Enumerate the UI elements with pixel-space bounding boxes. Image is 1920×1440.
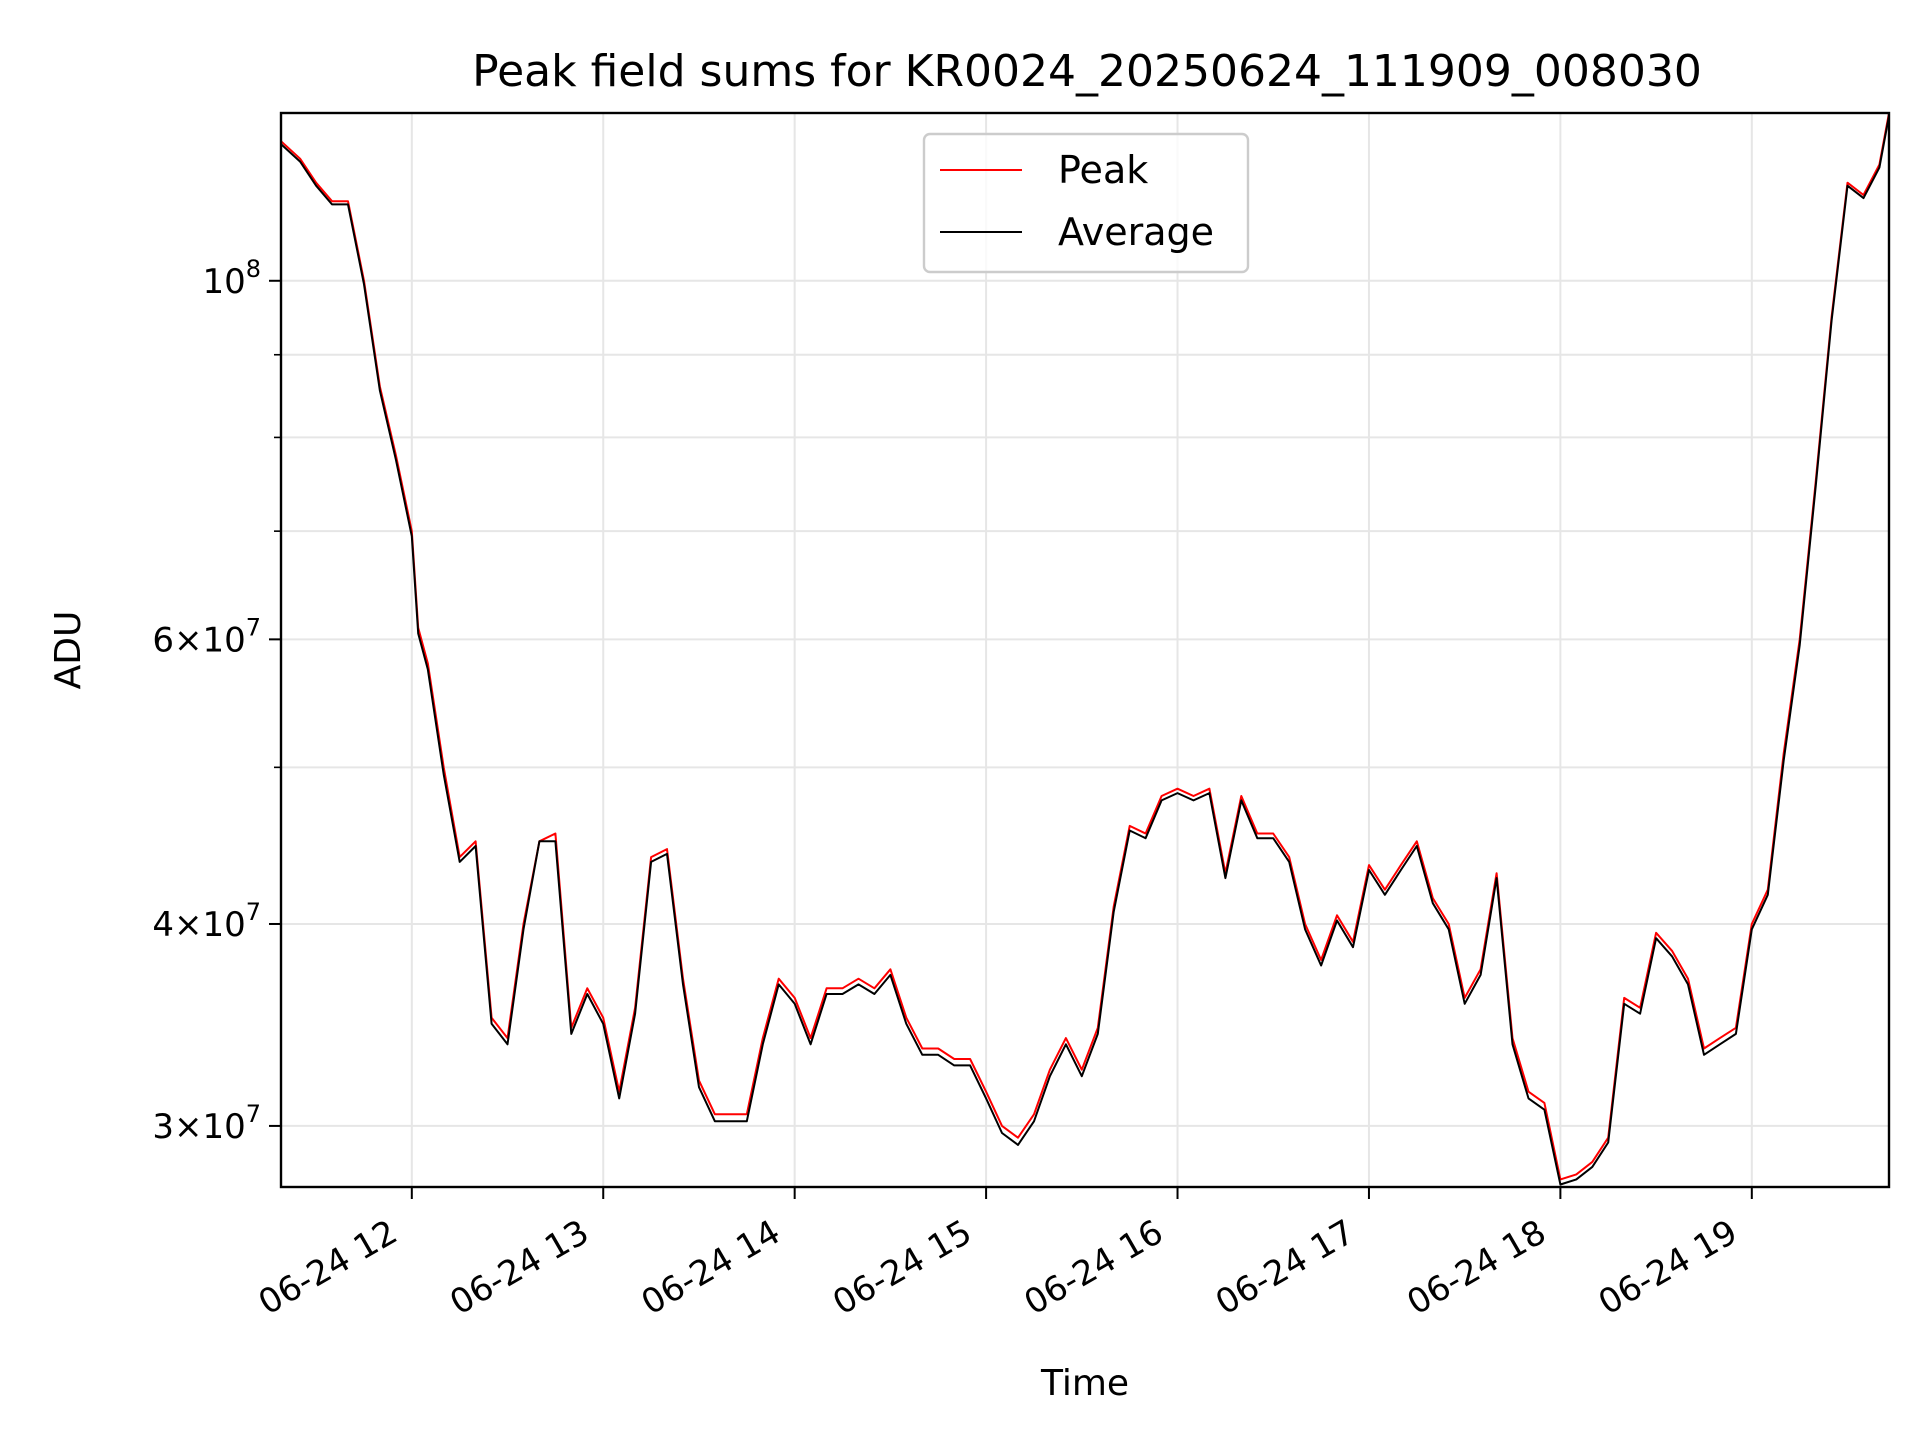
- y-axis-label: ADU: [48, 611, 89, 690]
- plot-frame: [279, 111, 1891, 1189]
- legend-label-peak: Peak: [1058, 148, 1148, 192]
- gridlines: [281, 113, 1889, 1187]
- legend-box: [922, 132, 1250, 274]
- y-tick-label-1: 4×107: [152, 898, 261, 945]
- y-tick-label-0: 3×107: [152, 1100, 261, 1147]
- y-tick-label-2: 6×107: [152, 613, 261, 660]
- series-layer: [280, 112, 1890, 1186]
- x-axis-label: Time: [1040, 1363, 1129, 1404]
- y-tick-label-3: 108: [202, 255, 261, 302]
- legend-label-average: Average: [1058, 210, 1214, 254]
- y-axis: 3×107 4×107 6×107 108: [152, 255, 281, 1147]
- chart-title: Peak field sums for KR0024_20250624_1119…: [472, 46, 1702, 97]
- legend: Peak Average: [922, 132, 1250, 274]
- series-line-average: [280, 115, 1890, 1186]
